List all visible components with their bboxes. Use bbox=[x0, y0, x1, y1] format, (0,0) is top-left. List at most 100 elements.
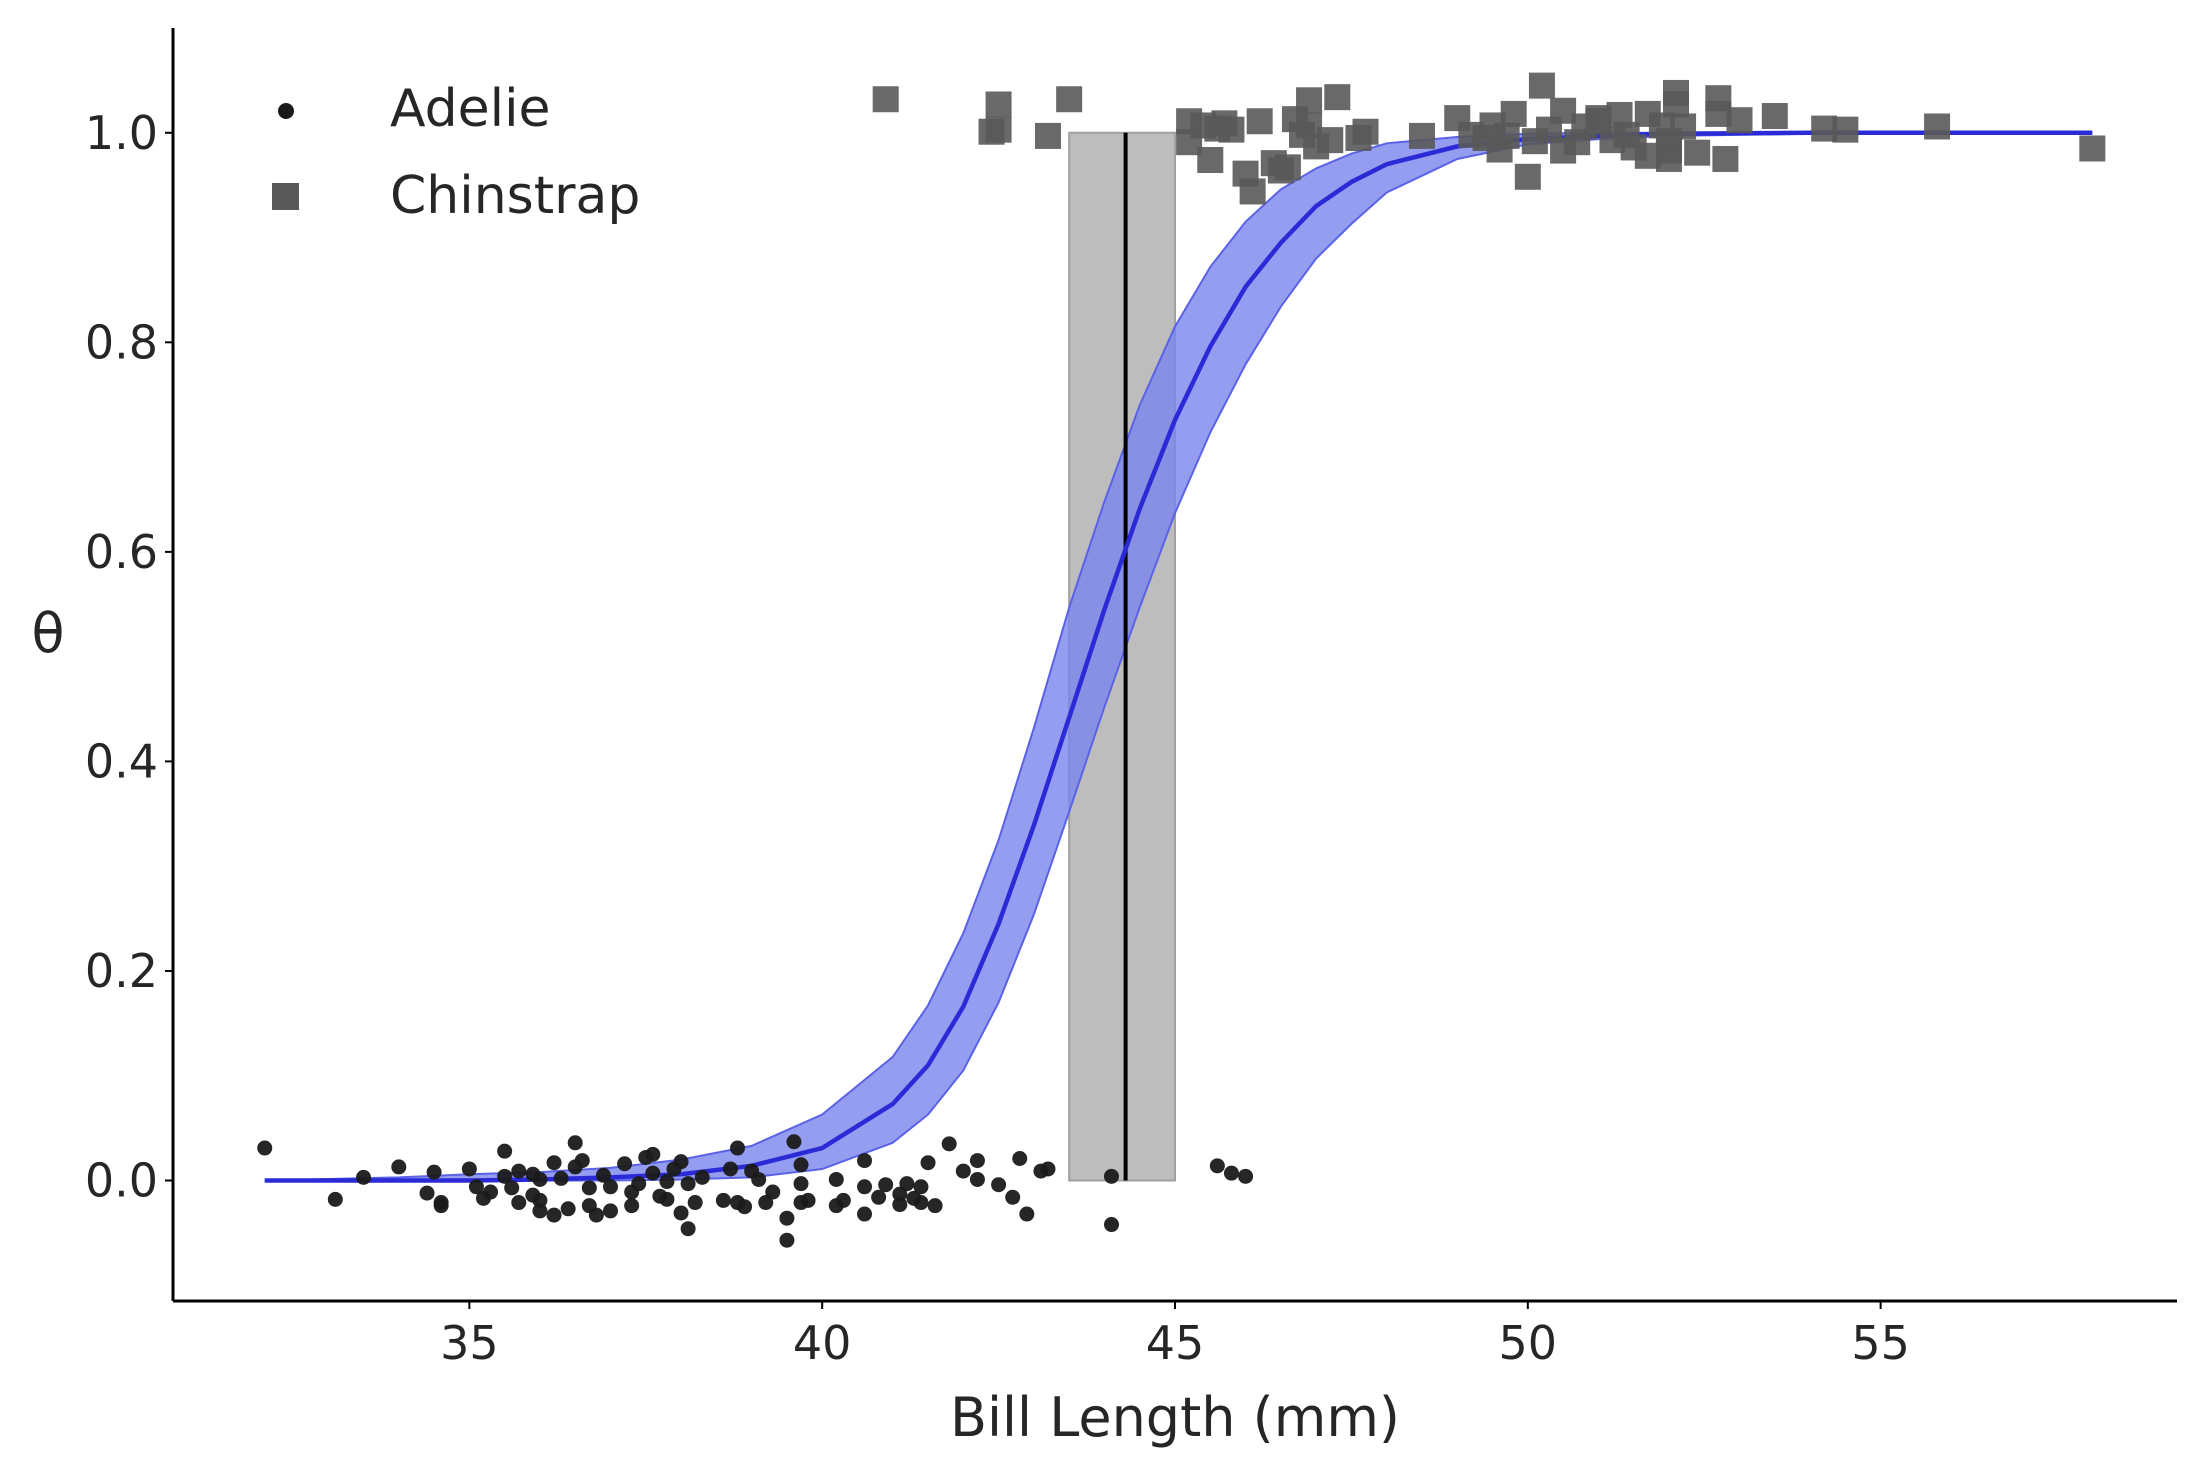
y-tick-label: 0.6 bbox=[85, 525, 158, 579]
data-point-adelie bbox=[617, 1156, 633, 1172]
data-point-adelie bbox=[511, 1163, 527, 1179]
data-point-adelie bbox=[327, 1191, 343, 1207]
data-point-adelie bbox=[1209, 1158, 1225, 1174]
data-point-adelie bbox=[624, 1198, 640, 1214]
data-point-chinstrap bbox=[1500, 100, 1527, 127]
data-point-adelie bbox=[645, 1165, 661, 1181]
legend-marker-chinstrap bbox=[272, 183, 299, 210]
data-point-adelie bbox=[1012, 1151, 1028, 1167]
data-point-chinstrap bbox=[1528, 72, 1555, 99]
data-point-adelie bbox=[835, 1192, 851, 1208]
data-point-adelie bbox=[878, 1177, 894, 1193]
legend-marker-adelie bbox=[278, 103, 294, 119]
data-point-adelie bbox=[857, 1179, 873, 1195]
data-point-chinstrap bbox=[1296, 87, 1323, 114]
data-point-adelie bbox=[857, 1206, 873, 1222]
data-point-adelie bbox=[257, 1140, 273, 1156]
data-point-chinstrap bbox=[1239, 178, 1266, 205]
data-point-adelie bbox=[779, 1232, 795, 1248]
x-axis-title: Bill Length (mm) bbox=[950, 1386, 1400, 1449]
data-point-adelie bbox=[1103, 1217, 1119, 1233]
y-tick-label: 0.8 bbox=[85, 315, 158, 369]
data-point-chinstrap bbox=[1197, 147, 1224, 174]
data-point-adelie bbox=[1238, 1168, 1254, 1184]
data-point-chinstrap bbox=[1246, 108, 1273, 135]
data-point-adelie bbox=[913, 1195, 929, 1211]
data-point-adelie bbox=[645, 1146, 661, 1162]
data-point-chinstrap bbox=[1514, 163, 1541, 190]
data-point-adelie bbox=[553, 1170, 569, 1186]
data-point-adelie bbox=[722, 1161, 738, 1177]
data-point-adelie bbox=[828, 1171, 844, 1187]
legend-label-chinstrap: Chinstrap bbox=[390, 166, 640, 226]
data-point-adelie bbox=[899, 1176, 915, 1192]
data-point-adelie bbox=[793, 1157, 809, 1173]
data-point-adelie bbox=[673, 1154, 689, 1170]
data-point-adelie bbox=[1223, 1165, 1239, 1181]
y-tick-label: 0.4 bbox=[85, 734, 158, 788]
data-point-chinstrap bbox=[1352, 118, 1379, 145]
plot-area bbox=[257, 72, 2106, 1248]
data-point-adelie bbox=[969, 1153, 985, 1169]
data-point-adelie bbox=[391, 1159, 407, 1175]
data-point-adelie bbox=[941, 1136, 957, 1152]
data-point-adelie bbox=[602, 1203, 618, 1219]
data-point-adelie bbox=[546, 1207, 562, 1223]
data-point-chinstrap bbox=[1712, 145, 1739, 172]
data-point-adelie bbox=[560, 1201, 576, 1217]
data-point-adelie bbox=[631, 1176, 647, 1192]
data-point-chinstrap bbox=[1493, 122, 1520, 149]
fit-hdi-band bbox=[264, 131, 2093, 1182]
data-point-adelie bbox=[800, 1192, 816, 1208]
data-point-adelie bbox=[546, 1155, 562, 1171]
data-point-adelie bbox=[659, 1191, 675, 1207]
data-point-adelie bbox=[779, 1210, 795, 1226]
data-point-adelie bbox=[419, 1185, 435, 1201]
data-point-chinstrap bbox=[1663, 91, 1689, 118]
data-point-adelie bbox=[737, 1199, 753, 1215]
data-point-adelie bbox=[426, 1164, 442, 1180]
data-point-adelie bbox=[927, 1198, 943, 1214]
data-point-adelie bbox=[680, 1176, 696, 1192]
data-point-chinstrap bbox=[1761, 103, 1788, 130]
data-point-chinstrap bbox=[1324, 84, 1351, 111]
data-point-adelie bbox=[687, 1195, 703, 1211]
x-tick-label: 50 bbox=[1499, 1316, 1558, 1370]
data-point-adelie bbox=[504, 1180, 520, 1196]
data-point-chinstrap bbox=[1274, 154, 1301, 181]
data-point-chinstrap bbox=[2079, 135, 2106, 162]
data-point-adelie bbox=[532, 1203, 548, 1219]
data-point-adelie bbox=[730, 1140, 746, 1156]
data-point-adelie bbox=[595, 1167, 611, 1183]
y-tick-label: 1.0 bbox=[85, 106, 158, 160]
data-point-adelie bbox=[483, 1184, 499, 1200]
data-point-adelie bbox=[786, 1134, 802, 1150]
data-point-adelie bbox=[892, 1197, 908, 1213]
legend: Adelie Chinstrap bbox=[272, 79, 640, 226]
data-point-adelie bbox=[765, 1184, 781, 1200]
data-point-adelie bbox=[955, 1163, 971, 1179]
data-point-adelie bbox=[356, 1169, 372, 1185]
y-tick-label: 0.0 bbox=[85, 1154, 158, 1208]
y-tick-label: 0.2 bbox=[85, 944, 158, 998]
data-point-chinstrap bbox=[985, 116, 1012, 143]
data-point-adelie bbox=[991, 1177, 1007, 1193]
data-point-adelie bbox=[857, 1153, 873, 1169]
data-point-adelie bbox=[715, 1192, 731, 1208]
x-tick-label: 45 bbox=[1146, 1316, 1205, 1370]
data-point-chinstrap bbox=[985, 91, 1012, 118]
data-point-adelie bbox=[468, 1179, 484, 1195]
data-point-chinstrap bbox=[1670, 113, 1697, 140]
fit-mean-curve bbox=[264, 130, 2093, 1183]
data-point-chinstrap bbox=[1924, 113, 1951, 140]
data-point-adelie bbox=[751, 1171, 767, 1187]
data-point-adelie bbox=[532, 1192, 548, 1208]
data-point-adelie bbox=[1103, 1168, 1119, 1184]
data-point-adelie bbox=[497, 1168, 513, 1184]
data-point-chinstrap bbox=[1408, 122, 1435, 149]
data-point-adelie bbox=[1019, 1206, 1035, 1222]
data-point-adelie bbox=[871, 1189, 887, 1205]
data-point-adelie bbox=[1005, 1189, 1021, 1205]
data-point-adelie bbox=[461, 1161, 477, 1177]
